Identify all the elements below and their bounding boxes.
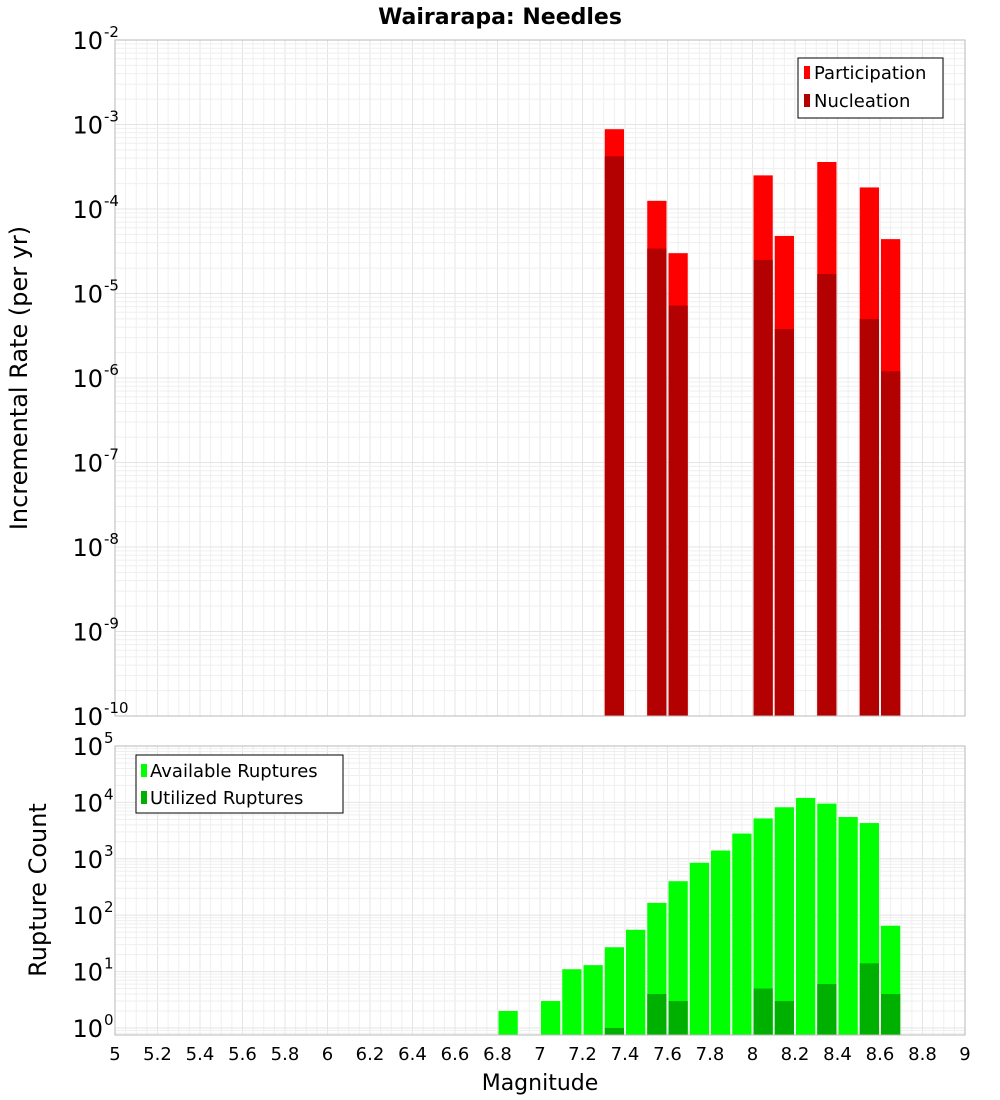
- top-plot: 10-10 10-9 10-8 10-7 10-6 10-5 10-4 10-3 10-2 In…: [5, 23, 966, 731]
- top-legend: Participation Nucleation: [797, 57, 944, 119]
- legend-swatch-available: [141, 764, 147, 777]
- x-tick-label: 6.4: [398, 1044, 427, 1065]
- x-tick-label: 7: [534, 1044, 545, 1065]
- bar-nucleation: [774, 329, 794, 716]
- top-y-tick-label: 10-2: [72, 23, 119, 55]
- bottom-legend: Available Ruptures Utilized Ruptures: [135, 754, 344, 814]
- bottom-y-tick-label: 101: [72, 955, 113, 987]
- x-tick-label: 5.2: [143, 1044, 172, 1065]
- top-y-tick-label: 10-10: [72, 699, 128, 731]
- x-tick-label: 7.2: [568, 1044, 597, 1065]
- bottom-x-ticks: 5 5.2 5.4 5.6 5.8 6 6.2 6.4 6.6 6.8 7 7.2 7.4 7.6 7.8 8…: [109, 1044, 970, 1065]
- bottom-bars: [498, 797, 901, 1035]
- x-tick-label: 8.4: [823, 1044, 852, 1065]
- x-tick-label: 7.8: [696, 1044, 725, 1065]
- x-tick-label: 7.4: [611, 1044, 640, 1065]
- bar-available-ruptures: [838, 817, 858, 1035]
- bar-utilized-ruptures: [881, 994, 901, 1035]
- x-tick-label: 6: [322, 1044, 333, 1065]
- bar-available-ruptures: [732, 833, 752, 1035]
- bottom-y-tick-label: 104: [72, 785, 113, 817]
- top-y-tick-label: 10-7: [72, 446, 119, 478]
- bar-utilized-ruptures: [604, 1027, 624, 1035]
- bar-nucleation: [647, 248, 667, 716]
- bar-available-ruptures: [498, 1010, 518, 1035]
- top-y-axis-label: Incremental Rate (per yr): [5, 226, 33, 530]
- x-axis-label: Magnitude: [482, 1071, 599, 1096]
- top-plot-frame: [114, 39, 966, 717]
- x-tick-label: 5.6: [228, 1044, 257, 1065]
- bar-nucleation: [817, 274, 837, 716]
- legend-swatch-nucleation: [804, 94, 810, 107]
- bar-utilized-ruptures: [753, 988, 773, 1035]
- bar-utilized-ruptures: [859, 963, 879, 1035]
- bottom-y-tick-label: 105: [72, 729, 113, 761]
- bottom-legend-box: [135, 754, 344, 814]
- x-tick-label: 6.2: [356, 1044, 385, 1065]
- bottom-y-tick-label: 102: [72, 898, 113, 930]
- x-tick-label: 7.6: [653, 1044, 682, 1065]
- bar-available-ruptures: [817, 803, 837, 1035]
- bottom-plot-frame: [114, 745, 966, 1036]
- legend-label-participation: Participation: [814, 63, 926, 84]
- bar-available-ruptures: [711, 850, 731, 1035]
- x-tick-label: 8.8: [908, 1044, 937, 1065]
- legend-label-nucleation: Nucleation: [814, 91, 910, 112]
- x-tick-label: 8.6: [866, 1044, 895, 1065]
- bottom-y-axis-label: Rupture Count: [24, 803, 52, 977]
- x-tick-label: 9: [959, 1044, 970, 1065]
- legend-swatch-utilized: [141, 791, 147, 804]
- bottom-y-ticks: 100 101 102 103 104 105: [72, 729, 113, 1043]
- top-bars: [604, 129, 901, 717]
- bar-available-ruptures: [796, 797, 816, 1035]
- bar-nucleation: [881, 371, 901, 716]
- x-tick-label: 6.6: [441, 1044, 470, 1065]
- legend-swatch-participation: [804, 66, 810, 79]
- x-tick-label: 5.4: [186, 1044, 215, 1065]
- top-y-tick-label: 10-8: [72, 530, 119, 562]
- chart-title: Wairarapa: Needles: [378, 5, 622, 30]
- bar-nucleation: [859, 318, 879, 716]
- top-y-tick-label: 10-5: [72, 277, 119, 309]
- top-y-tick-label: 10-3: [72, 108, 119, 140]
- bar-utilized-ruptures: [774, 1001, 794, 1035]
- bar-available-ruptures: [774, 807, 794, 1035]
- bar-available-ruptures: [583, 965, 603, 1035]
- bar-utilized-ruptures: [817, 984, 837, 1035]
- x-tick-label: 5.8: [271, 1044, 300, 1065]
- x-tick-label: 8: [747, 1044, 758, 1065]
- x-tick-label: 5: [109, 1044, 120, 1065]
- bar-utilized-ruptures: [668, 1001, 688, 1035]
- bar-utilized-ruptures: [647, 994, 667, 1035]
- top-y-tick-label: 10-6: [72, 361, 119, 393]
- top-y-tick-label: 10-4: [72, 192, 119, 224]
- bar-nucleation: [753, 259, 773, 716]
- bar-nucleation: [604, 156, 624, 716]
- x-tick-label: 6.8: [483, 1044, 512, 1065]
- bottom-plot: 100 101 102 103 104 105 5 5.2 5.4 5.6 5.8 6 6.2 6.4 6…: [24, 729, 971, 1096]
- top-legend-box: [797, 57, 944, 119]
- bar-nucleation: [668, 305, 688, 716]
- bottom-y-tick-label: 103: [72, 842, 113, 874]
- legend-label-utilized: Utilized Ruptures: [150, 788, 303, 809]
- top-y-tick-label: 10-9: [72, 615, 119, 647]
- bar-available-ruptures: [689, 862, 709, 1035]
- legend-label-available: Available Ruptures: [150, 761, 318, 782]
- bar-available-ruptures: [753, 818, 773, 1035]
- bar-available-ruptures: [626, 929, 646, 1035]
- x-tick-label: 8.2: [781, 1044, 810, 1065]
- bottom-y-tick-label: 100: [72, 1011, 113, 1043]
- top-grid: [114, 39, 966, 717]
- bar-available-ruptures: [668, 881, 688, 1035]
- bar-available-ruptures: [541, 1001, 561, 1035]
- bar-available-ruptures: [604, 947, 624, 1035]
- bar-available-ruptures: [562, 969, 582, 1035]
